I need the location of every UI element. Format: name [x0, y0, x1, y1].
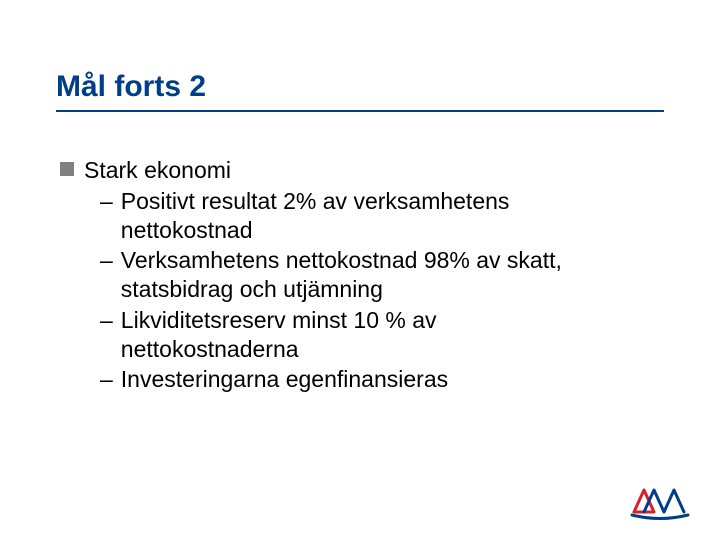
sub-list-item: –Likviditetsreserv minst 10 % av nettoko… [100, 306, 664, 364]
dash-bullet-icon: – [100, 246, 113, 275]
dash-bullet-icon: – [100, 187, 113, 216]
sub-list-item: –Verksamhetens nettokostnad 98% av skatt… [100, 246, 664, 304]
dash-bullet-icon: – [100, 306, 113, 335]
logo-underline-icon [632, 515, 688, 519]
sub-list-item-label: Likviditetsreserv minst 10 % av nettokos… [121, 306, 601, 364]
sub-list-item: –Positivt resultat 2% av verksamhetens n… [100, 187, 664, 245]
sub-list-item: –Investeringarna egenfinansieras [100, 365, 664, 394]
slide-body: Stark ekonomi–Positivt resultat 2% av ve… [56, 156, 664, 394]
sub-list-item-label: Investeringarna egenfinansieras [121, 365, 448, 394]
list-item-label: Stark ekonomi [84, 156, 231, 185]
square-bullet-icon [60, 162, 74, 176]
logo-main-icon [644, 490, 684, 512]
sub-list-item-label: Positivt resultat 2% av verksamhetens ne… [121, 187, 601, 245]
sub-list-item-label: Verksamhetens nettokostnad 98% av skatt,… [121, 246, 601, 304]
brand-logo [630, 482, 690, 522]
list-item: Stark ekonomi [56, 156, 664, 185]
dash-bullet-icon: – [100, 365, 113, 394]
slide-title: Mål forts 2 [56, 70, 664, 112]
slide: Mål forts 2 Stark ekonomi–Positivt resul… [0, 0, 720, 540]
